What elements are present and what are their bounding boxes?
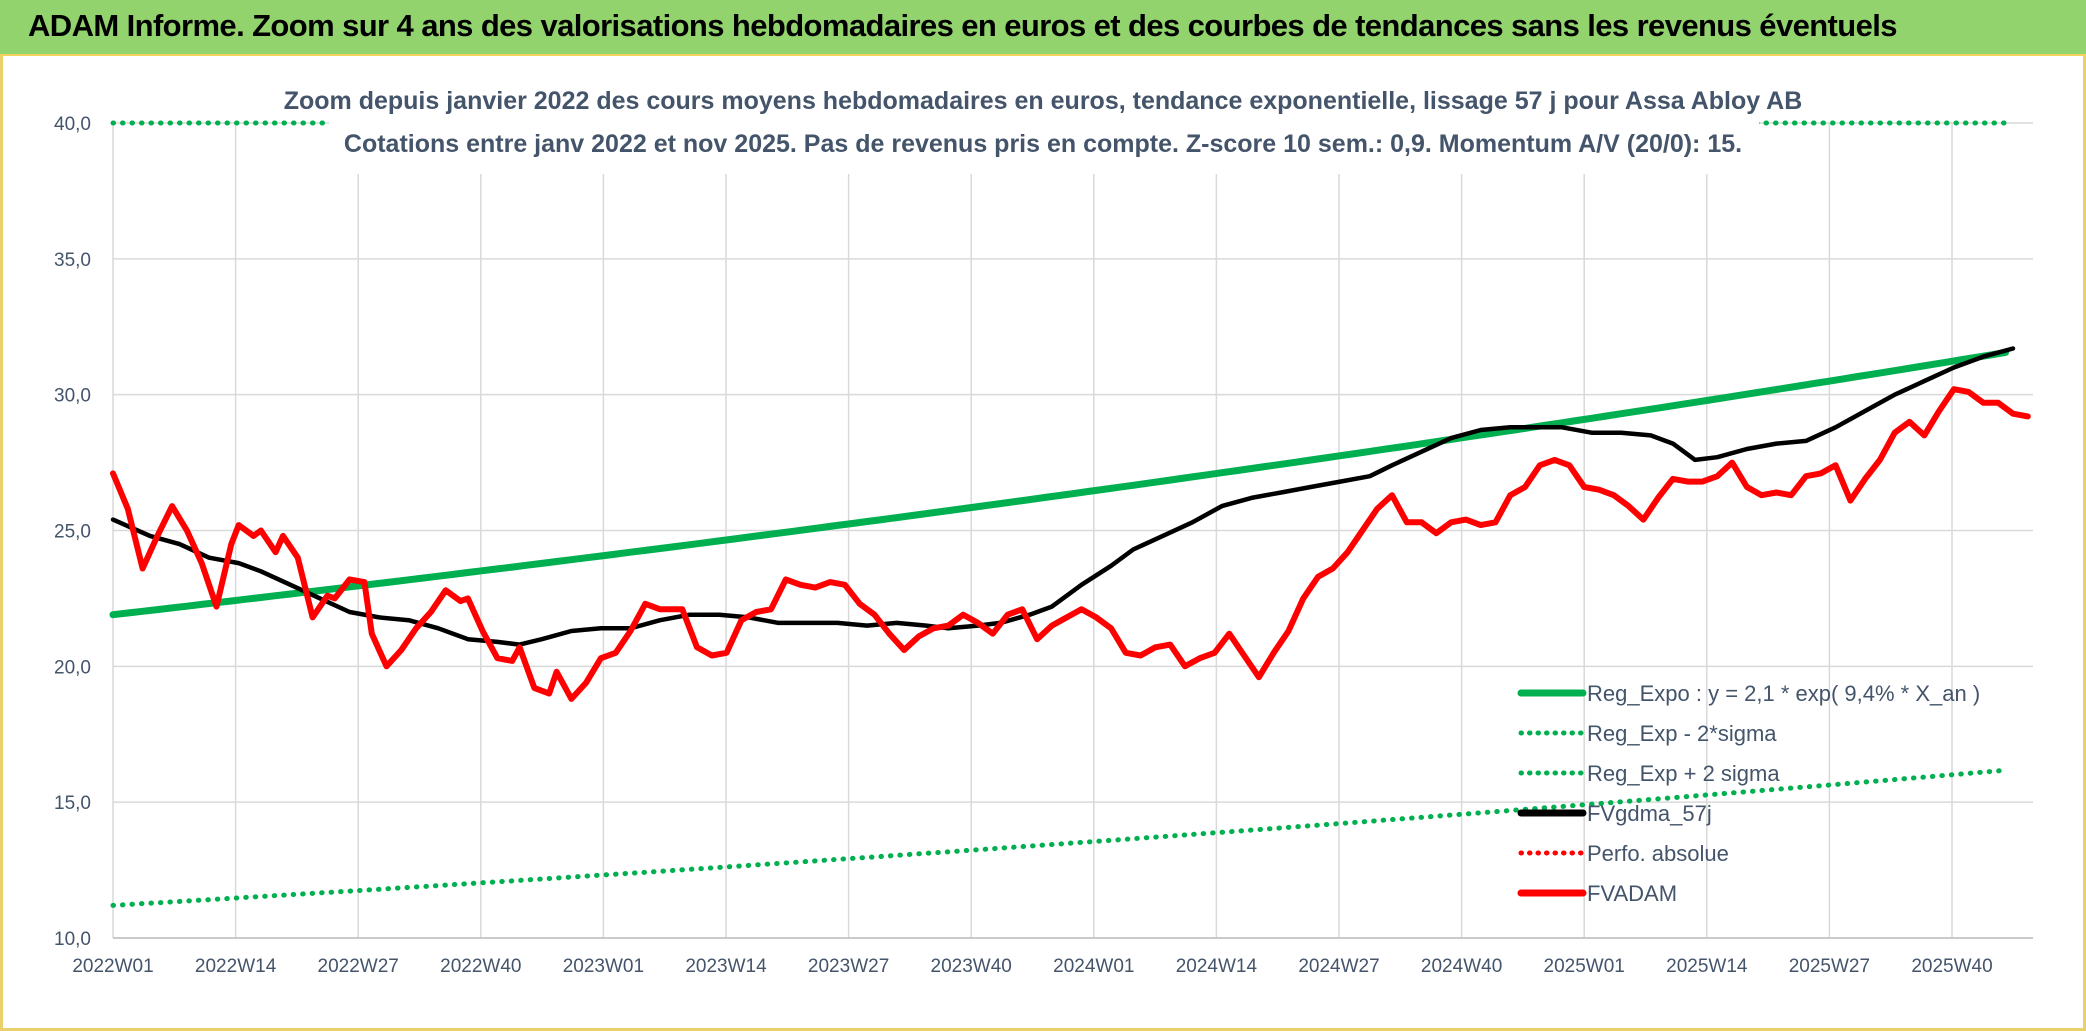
x-tick-label: 2022W40 (440, 956, 521, 977)
series-fvgdma-57j (110, 346, 2016, 647)
x-tick-label: 2025W14 (1666, 956, 1748, 977)
y-tick-label: 20,0 (54, 657, 91, 678)
title-background (329, 62, 1759, 174)
x-tick-label: 2023W27 (808, 956, 889, 977)
legend-label: Perfo. absolue (1587, 841, 1729, 866)
x-tick-label: 2023W01 (563, 956, 644, 977)
x-tick-label: 2023W14 (685, 956, 767, 977)
series-fvadam (110, 386, 2031, 702)
series-reg-expo (109, 348, 2010, 619)
x-tick-label: 2024W14 (1176, 956, 1258, 977)
report-banner: ADAM Informe. Zoom sur 4 ans des valoris… (0, 0, 2086, 56)
y-tick-label: 30,0 (54, 386, 91, 407)
chart-title-line-2: Cotations entre janv 2022 et nov 2025. P… (344, 130, 1742, 158)
series-layer (109, 120, 2031, 908)
x-tick-label: 2022W14 (195, 956, 277, 977)
x-tick-label: 2023W40 (931, 956, 1012, 977)
y-tick-label: 40,0 (54, 114, 91, 135)
legend-label: Reg_Exp - 2*sigma (1587, 721, 1777, 746)
axis-layer: 10,0 15,0 20,0 25,0 30,0 35,0 40,0 2022W01 2022W… (54, 114, 2033, 977)
legend-label: Reg_Exp + 2 sigma (1587, 761, 1780, 786)
x-tick-label: 2025W27 (1789, 956, 1870, 977)
y-tick-label: 25,0 (54, 522, 91, 543)
legend: Reg_Expo : y = 2,1 * exp( 9,4% * X_an ) R… (1517, 681, 1980, 906)
x-tick-label: 2022W01 (72, 956, 153, 977)
price-chart: Zoom depuis janvier 2022 des cours moyen… (54, 62, 2033, 977)
grid-layer (112, 122, 2033, 939)
series-reg-exp-minus-2-sigma (110, 767, 2009, 908)
x-tick-label: 2025W01 (1544, 956, 1625, 977)
legend-label: Reg_Expo : y = 2,1 * exp( 9,4% * X_an ) (1587, 681, 1980, 706)
chart-title-line-1: Zoom depuis janvier 2022 des cours moyen… (284, 87, 1803, 115)
legend-label: FVgdma_57j (1587, 801, 1712, 826)
legend-label: FVADAM (1587, 881, 1677, 906)
x-tick-label: 2024W01 (1053, 956, 1134, 977)
y-tick-label: 15,0 (54, 793, 91, 814)
x-tick-label: 2022W27 (318, 956, 399, 977)
x-tick-label: 2024W27 (1298, 956, 1379, 977)
banner-title: ADAM Informe. Zoom sur 4 ans des valoris… (28, 8, 1898, 43)
y-tick-label: 35,0 (54, 250, 91, 271)
x-tick-label: 2025W40 (1911, 956, 1992, 977)
y-tick-label: 10,0 (54, 929, 91, 950)
chart-frame: Zoom depuis janvier 2022 des cours moyen… (0, 56, 2086, 1031)
x-tick-label: 2024W40 (1421, 956, 1502, 977)
